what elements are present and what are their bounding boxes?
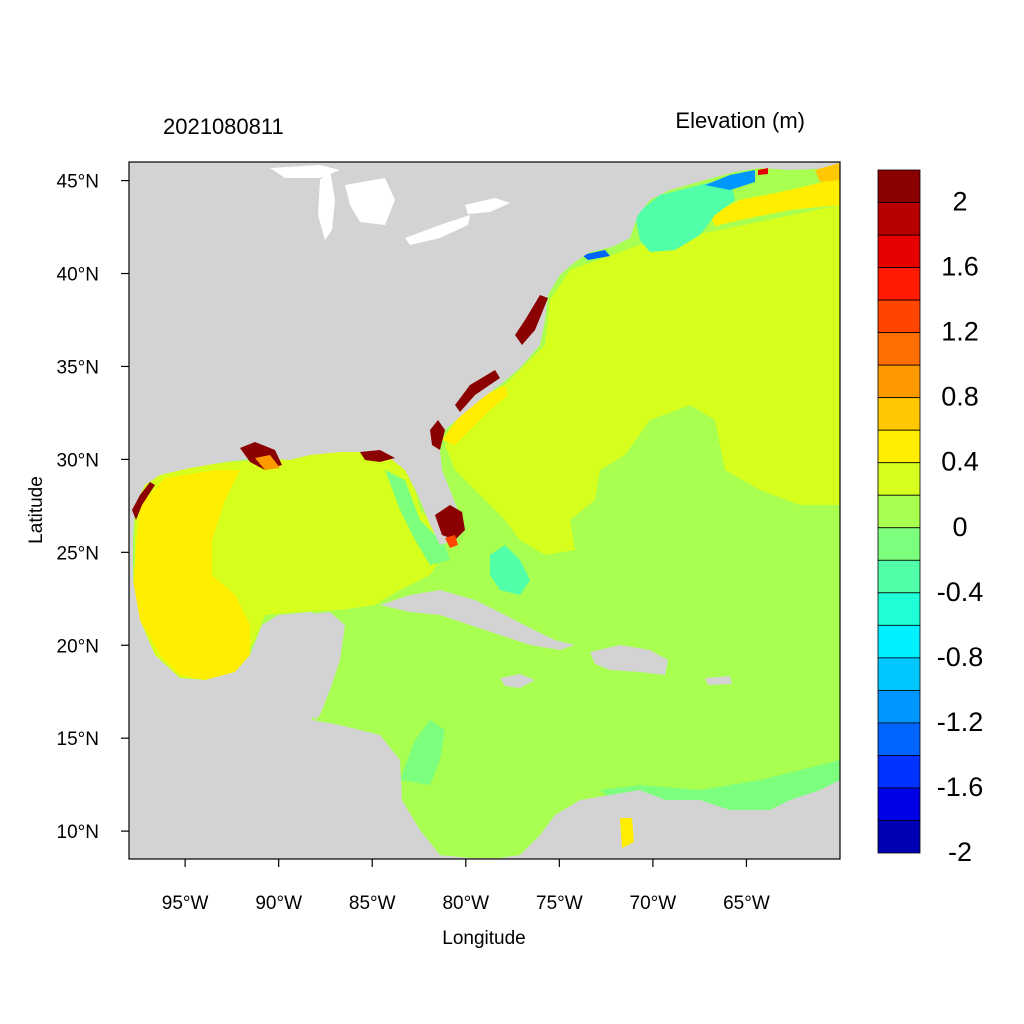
lat-tick-label: 30°N xyxy=(57,450,99,471)
carolina-coast-surge xyxy=(455,370,500,412)
louisiana-orange-patch xyxy=(255,455,280,470)
colorbar-swatch xyxy=(877,722,921,756)
colorbar-swatch xyxy=(877,755,921,789)
lon-tick-label: 65°W xyxy=(723,893,770,914)
caribbean-southwest-low-region xyxy=(400,720,445,785)
lake-superior xyxy=(270,165,340,178)
north-atlantic-high-band xyxy=(710,178,840,226)
colorbar-swatch xyxy=(877,397,921,431)
lat-tick-label: 25°N xyxy=(57,543,99,564)
colorbar-swatch xyxy=(877,299,921,334)
variable-title: Elevation (m) xyxy=(675,108,805,133)
colorbar-label: -2 xyxy=(948,837,972,867)
lat-tick-label: 45°N xyxy=(57,172,99,193)
lat-tick-label: 35°N xyxy=(57,357,99,378)
colorbar-swatch xyxy=(877,527,921,561)
jamaica-island xyxy=(500,674,535,688)
map-frame xyxy=(128,161,841,860)
lon-tick-label: 70°W xyxy=(630,893,677,914)
colorbar-swatch xyxy=(877,559,921,594)
colorbar-label: 1.6 xyxy=(941,252,979,282)
colorbar-swatch xyxy=(877,494,921,529)
colorbar-swatch xyxy=(877,689,921,724)
lat-tick-label: 20°N xyxy=(57,636,99,657)
puerto-rico-island xyxy=(705,676,732,685)
southeast-coast-high-band xyxy=(442,385,508,445)
atlantic-elevated-region xyxy=(445,205,840,555)
latitude-axis: 45°N 40°N 35°N 30°N 25°N 20°N 15°N 10°N xyxy=(57,172,129,843)
yucatan-peninsula xyxy=(270,612,345,720)
canada-red-patch xyxy=(758,168,768,175)
lon-tick-label: 85°W xyxy=(349,893,396,914)
western-gulf-high-region xyxy=(133,470,250,680)
colorbar-swatch xyxy=(877,332,921,366)
cuba-island xyxy=(380,590,575,650)
colorbar-swatch xyxy=(877,624,921,659)
lake-ontario xyxy=(465,198,510,214)
longitude-axis: 95°W 90°W 85°W 80°W 75°W 70°W 65°W xyxy=(162,859,770,914)
colorbar-swatch xyxy=(877,202,921,236)
coastal-surge-patches xyxy=(132,163,840,548)
lat-tick-label: 10°N xyxy=(57,822,99,843)
colorbar-label: -0.8 xyxy=(937,642,984,672)
lake-michigan xyxy=(318,170,335,240)
colorbar-swatch xyxy=(877,234,921,268)
bahamas-low-region xyxy=(490,545,530,595)
long-island-low-patch xyxy=(582,250,610,260)
georgia-coast-surge xyxy=(430,420,445,450)
hispaniola-island xyxy=(590,645,668,675)
y-axis-title: Latitude xyxy=(26,476,47,544)
venezuela-lake xyxy=(620,818,634,848)
colorbar-swatch xyxy=(877,429,921,464)
colorbar-swatch xyxy=(877,364,921,399)
chesapeake-surge xyxy=(515,295,548,345)
colorbar-labels: 2 1.6 1.2 0.8 0.4 0 -0.4 -0.8 -1.2 -1.6 -2 xyxy=(937,187,984,867)
lake-erie xyxy=(405,215,470,245)
colorbar-swatch xyxy=(877,169,921,203)
colorbar xyxy=(877,169,921,854)
gulf-coast-surge xyxy=(360,450,395,462)
colorbar-swatch xyxy=(877,462,921,496)
colorbar-label: -1.2 xyxy=(937,707,984,737)
lake-huron xyxy=(345,178,395,225)
colorbar-label: 0.4 xyxy=(941,447,979,477)
colorbar-swatch xyxy=(877,787,921,821)
colorbar-swatch xyxy=(877,592,921,626)
texas-coast-surge xyxy=(132,482,155,520)
lon-tick-label: 80°W xyxy=(442,893,489,914)
canada-orange-patch xyxy=(815,163,840,182)
colorbar-label: 0 xyxy=(952,512,967,542)
colorbar-label: -0.4 xyxy=(937,577,984,607)
gulf-of-maine-low-region xyxy=(635,178,735,252)
coast-blue-low-patch xyxy=(705,170,755,190)
map-panel xyxy=(129,162,840,859)
lon-tick-label: 95°W xyxy=(162,893,209,914)
colorbar-swatch xyxy=(877,657,921,691)
lon-tick-label: 75°W xyxy=(536,893,583,914)
colorbar-label: -1.6 xyxy=(937,772,984,802)
lat-tick-label: 40°N xyxy=(57,265,99,286)
south-florida-tip-patch xyxy=(445,535,458,548)
x-axis-title: Longitude xyxy=(442,928,525,949)
colorbar-label: 2 xyxy=(952,187,967,217)
colorbar-label: 1.2 xyxy=(941,317,979,347)
florida-strait-low-region xyxy=(385,470,450,565)
land xyxy=(129,162,840,859)
date-title: 2021080811 xyxy=(163,114,284,139)
south-florida-surge-patch xyxy=(435,505,465,540)
great-lakes xyxy=(270,165,510,245)
lat-tick-label: 15°N xyxy=(57,729,99,750)
lon-tick-label: 90°W xyxy=(255,893,302,914)
colorbar-swatch xyxy=(877,820,921,854)
colorbar-swatch xyxy=(877,267,921,301)
colorbar-label: 0.8 xyxy=(941,382,979,412)
